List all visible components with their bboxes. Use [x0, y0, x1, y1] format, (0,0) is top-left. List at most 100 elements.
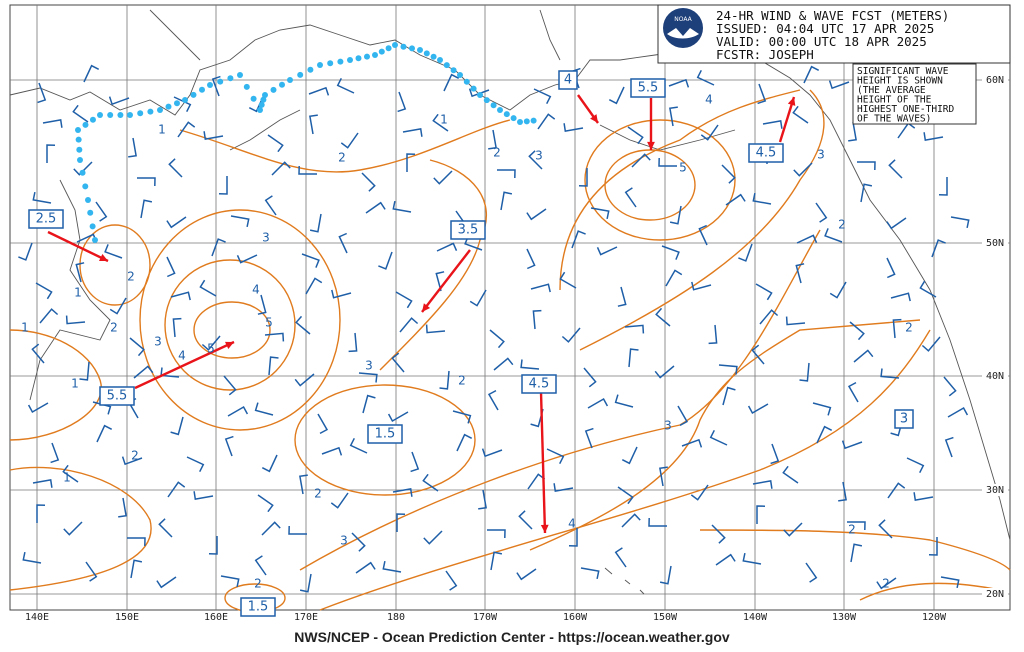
lon-label-box — [467, 611, 503, 623]
wind-barb — [892, 318, 902, 339]
wave-box — [367, 424, 403, 444]
wind-barb — [299, 474, 308, 495]
lon-label-box — [826, 611, 862, 623]
wind-barb — [423, 530, 443, 545]
lat-label-box — [982, 588, 1008, 600]
lon-label: 180 — [387, 612, 405, 623]
wind-barb — [399, 317, 419, 333]
ice-dot — [260, 96, 267, 103]
ice-dot — [157, 107, 163, 113]
wind-barb — [847, 381, 859, 403]
contour-label: 2 — [848, 523, 856, 537]
contour-label: 3 — [154, 335, 162, 349]
wind-barb — [254, 555, 267, 576]
contour-label: 1 — [71, 377, 79, 391]
wind-barb — [757, 83, 767, 105]
wind-barb — [596, 246, 618, 256]
wind-barb — [938, 177, 948, 196]
wind-barb — [559, 271, 577, 289]
wind-barb — [886, 257, 896, 279]
ice-dot — [89, 223, 96, 230]
wind-barb — [708, 324, 718, 345]
wind-barb — [365, 201, 386, 214]
wave-height: 5.5 — [107, 389, 128, 404]
wind-barb — [928, 537, 938, 556]
wind-barb — [469, 289, 487, 307]
ice-dot — [117, 112, 124, 118]
wind-barb — [648, 517, 667, 527]
lon-label: 150W — [653, 612, 678, 623]
contour-label: 3 — [535, 149, 543, 163]
wind-barb — [617, 286, 627, 307]
arrow-head — [590, 114, 598, 123]
wind-barb — [203, 131, 224, 140]
wind-barb — [796, 234, 818, 244]
wind-barb — [478, 489, 487, 510]
ice-dot — [270, 86, 277, 93]
wind-barb — [487, 529, 506, 539]
wind-barb — [410, 451, 420, 473]
ice-dot — [279, 81, 285, 88]
wind-barb — [382, 560, 402, 573]
contour-label: 5 — [265, 316, 273, 330]
wind-barb — [624, 187, 637, 208]
ice-dot — [257, 107, 263, 113]
contour-label: 3 — [365, 359, 373, 373]
wind-barb — [468, 88, 490, 98]
wind-barb — [816, 425, 833, 444]
wind-barb — [186, 456, 205, 473]
wind-barb — [75, 262, 85, 283]
ice-dot — [97, 112, 103, 118]
note-line: HIGHEST ONE-THIRD — [857, 104, 955, 115]
header-box — [657, 4, 1011, 64]
wind-barb — [747, 403, 769, 415]
ice-dot — [347, 57, 353, 63]
wind-barb — [261, 454, 278, 473]
contour-label: 1 — [63, 471, 71, 485]
wind-barb — [590, 207, 610, 220]
wind-barb — [880, 368, 900, 379]
contour-label: 4 — [568, 517, 576, 531]
ice-dot — [483, 97, 490, 104]
contour-label: 3 — [817, 148, 825, 162]
wind-barb — [659, 466, 668, 487]
ice-dot — [463, 78, 470, 85]
contour-label: 2 — [838, 218, 846, 232]
wind-barb — [406, 153, 416, 172]
contour-label: 2 — [338, 151, 346, 165]
ice-dot — [207, 82, 213, 88]
wind-barb — [530, 283, 551, 293]
wind-barb — [227, 405, 249, 417]
wind-barb — [681, 438, 703, 448]
contour-label: 3 — [340, 534, 348, 548]
wind-barb — [96, 424, 113, 443]
ice-dot — [437, 57, 443, 63]
wind-barb — [128, 137, 137, 158]
wind-barb — [526, 208, 547, 221]
wind-barb — [177, 121, 196, 138]
arrow-head — [99, 253, 108, 261]
wind-barb — [532, 309, 542, 330]
ice-dot — [87, 209, 94, 216]
ice-dot — [77, 157, 83, 163]
ice-dot — [523, 118, 530, 125]
contour-label: 2 — [127, 270, 135, 284]
wind-barb — [439, 370, 450, 390]
wind-barb — [392, 200, 412, 213]
wind-barb — [435, 271, 445, 292]
ice-dot — [127, 112, 133, 118]
ice-dot — [477, 92, 483, 98]
wind-barb — [923, 132, 944, 141]
ice-dot — [497, 107, 503, 113]
wind-barb — [563, 123, 584, 132]
wind-barb — [330, 492, 349, 509]
wind-barb — [824, 228, 843, 243]
ice-dot — [503, 111, 510, 118]
wind-barb — [72, 104, 89, 123]
contour-label: 5 — [679, 161, 687, 175]
wind-barb — [847, 521, 866, 531]
wind-barb — [782, 465, 799, 484]
wind-barb — [218, 176, 228, 195]
header-line: 24-HR WIND & WAVE FCST (METERS) — [716, 8, 949, 23]
